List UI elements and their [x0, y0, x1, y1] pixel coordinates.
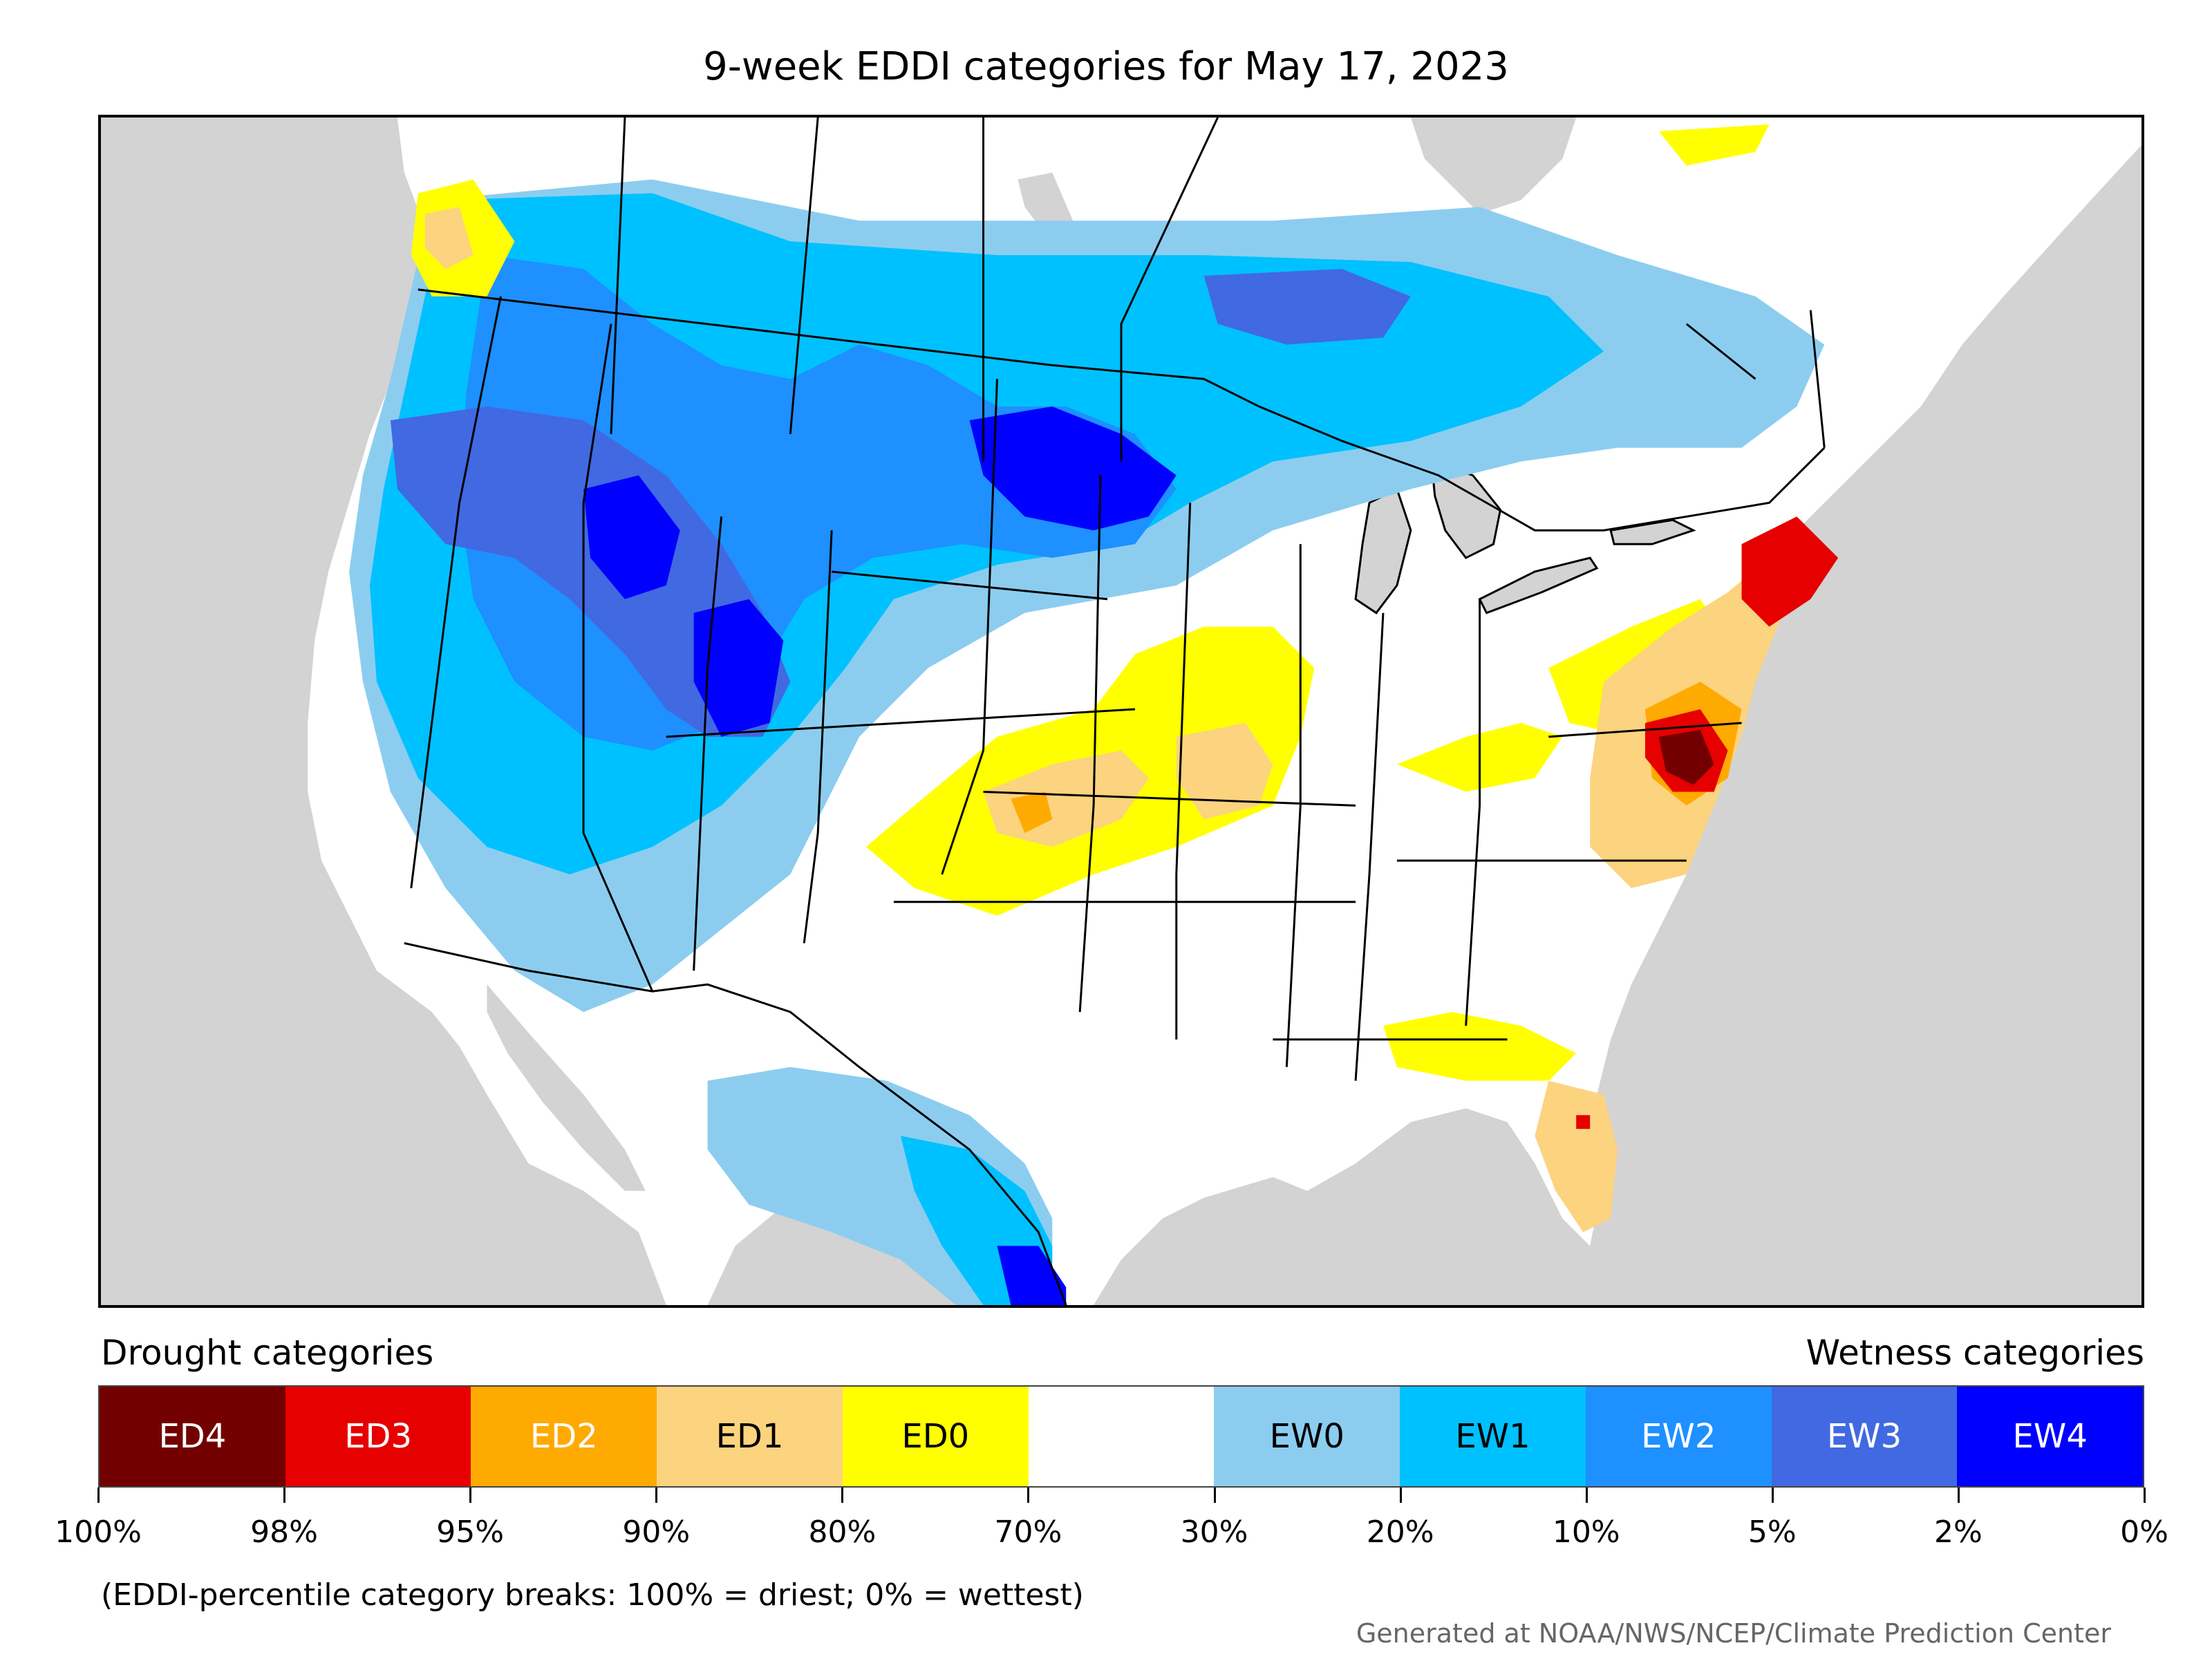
colorbar-cell-ed2: ED2 — [471, 1387, 657, 1486]
drought-categories-heading: Drought categories — [101, 1333, 434, 1373]
colorbar-tick — [1585, 1488, 1588, 1503]
category-colorbar: ED4 ED3 ED2 ED1 ED0 EW0 EW1 EW2 EW3 EW4 — [98, 1385, 2144, 1488]
colorbar-tick-label: 70% — [994, 1515, 1062, 1550]
colorbar-cell-normal — [1028, 1387, 1215, 1486]
credit-line: Generated at NOAA/NWS/NCEP/Climate Predi… — [1356, 1618, 2111, 1649]
colorbar-tick-label: 90% — [622, 1515, 691, 1550]
colorbar-tick-label: 20% — [1366, 1515, 1434, 1550]
ew4-idaho-region — [583, 475, 680, 599]
colorbar-tick-label: 30% — [1180, 1515, 1248, 1550]
colorbar-tick — [1771, 1488, 1774, 1503]
colorbar-tick-label: 10% — [1552, 1515, 1620, 1550]
ed3-florida-spot — [1576, 1115, 1591, 1130]
colorbar-tick — [1957, 1488, 1960, 1503]
colorbar-ticks — [97, 1488, 2146, 1503]
political-boundaries — [404, 118, 1826, 1305]
eddi-map — [98, 115, 2144, 1308]
canadian-province-lines — [610, 118, 1826, 462]
gulf-of-california — [487, 984, 646, 1191]
colorbar-tick-label: 2% — [1934, 1515, 1983, 1550]
percentile-note: (EDDI-percentile category breaks: 100% =… — [101, 1577, 1084, 1613]
colorbar-tick-label: 98% — [250, 1515, 318, 1550]
lake-ontario — [1609, 518, 1696, 545]
ed0-labrador-region — [1658, 124, 1770, 166]
colorbar-tick-label: 95% — [436, 1515, 505, 1550]
colorbar-cell-ew0: EW0 — [1214, 1387, 1400, 1486]
ew4-region — [969, 406, 1177, 531]
colorbar-cell-ed1: ED1 — [657, 1387, 843, 1486]
us-mexico-border — [404, 941, 1067, 1305]
colorbar-cell-ed0: ED0 — [842, 1387, 1029, 1486]
ed1-missouri-region — [1176, 722, 1273, 820]
lake-erie — [1478, 556, 1599, 615]
colorbar-tick — [1213, 1488, 1216, 1503]
colorbar-cell-ew2: EW2 — [1585, 1387, 1772, 1486]
ew3-region — [390, 406, 791, 737]
colorbar-tick — [2144, 1488, 2146, 1503]
colorbar-cell-ew4: EW4 — [1957, 1387, 2144, 1486]
ed1-florida-region — [1535, 1080, 1618, 1232]
colorbar-cell-ew1: EW1 — [1400, 1387, 1586, 1486]
colorbar-tick — [283, 1488, 286, 1503]
hudson-bay — [1410, 118, 1577, 214]
ew4-texas-region — [997, 1246, 1067, 1305]
colorbar-tick — [469, 1488, 472, 1503]
colorbar-cell-ew3: EW3 — [1771, 1387, 1958, 1486]
wetness-categories-heading: Wetness categories — [1806, 1333, 2144, 1373]
colorbar-cell-ed4: ED4 — [100, 1387, 285, 1486]
colorbar-tick-label: 0% — [2120, 1515, 2168, 1550]
conus-map-svg — [101, 118, 2141, 1305]
colorbar-tick — [841, 1488, 844, 1503]
state-lines — [410, 296, 1742, 1081]
colorbar-cell-ed3: ED3 — [285, 1387, 471, 1486]
ew4-utah-region — [693, 599, 784, 737]
lake-huron — [1430, 460, 1502, 559]
wetness-regions — [349, 179, 1825, 1305]
ed4-virginia-region — [1658, 729, 1714, 785]
ed2-kansas-spot — [1011, 791, 1053, 834]
colorbar-tick-label: 100% — [55, 1515, 142, 1550]
ed0-southeast-region — [1382, 1011, 1577, 1081]
colorbar-tick — [97, 1488, 100, 1503]
colorbar-tick — [655, 1488, 658, 1503]
colorbar-tick — [1027, 1488, 1030, 1503]
map-title: 9-week EDDI categories for May 17, 2023 — [703, 44, 1509, 89]
ed3-new-england-region — [1741, 516, 1839, 627]
colorbar-tick — [1399, 1488, 1402, 1503]
us-canada-border — [418, 288, 1826, 532]
lake-michigan — [1354, 487, 1412, 615]
colorbar-tick-label: 5% — [1747, 1515, 1797, 1550]
colorbar-tick-label: 80% — [808, 1515, 877, 1550]
ew3-canada-region — [1203, 268, 1411, 345]
ed1-pacific-nw-region — [424, 207, 474, 269]
drought-regions — [411, 124, 1839, 1232]
